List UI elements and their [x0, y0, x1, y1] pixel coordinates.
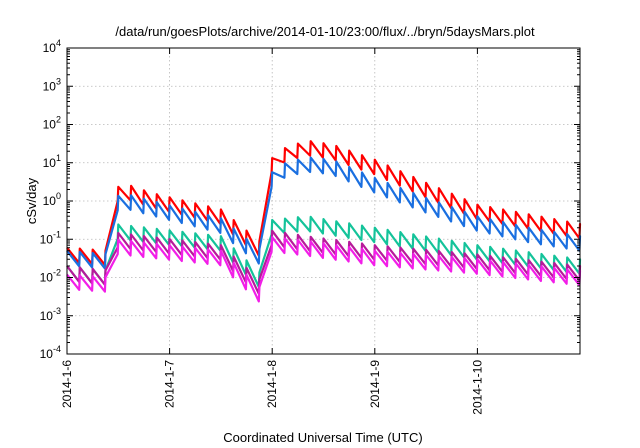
y-tick-label: 101 — [43, 153, 61, 170]
x-tick-label: 2014-1-9 — [368, 360, 382, 408]
y-tick-label: 10-2 — [40, 268, 61, 285]
y-axis-ticks: 10-4 10-3 10-2 10-1 100 101 102 103 104 — [40, 38, 580, 361]
series-line-3 — [66, 215, 582, 288]
x-tick-label: 2014-1-6 — [60, 360, 74, 408]
series-line-2 — [66, 156, 582, 270]
series-line-5 — [66, 236, 582, 303]
series-lines — [66, 140, 582, 303]
x-tick-label: 2014-1-7 — [163, 360, 177, 408]
x-axis-ticks: 2014-1-6 2014-1-7 2014-1-8 2014-1-9 2014-1-1… — [60, 48, 484, 415]
y-axis-label: cSv/day — [24, 177, 39, 224]
y-tick-label: 103 — [43, 76, 61, 93]
x-tick-label: 2014-1-8 — [265, 360, 279, 408]
y-tick-label: 100 — [43, 191, 61, 208]
y-tick-label: 104 — [43, 38, 61, 55]
chart-title: /data/run/goesPlots/archive/2014-01-10/2… — [115, 24, 535, 39]
x-tick-label: 2014-1-10 — [470, 360, 484, 415]
y-tick-label: 10-1 — [40, 229, 61, 246]
y-tick-label: 102 — [43, 115, 61, 132]
y-tick-label: 10-3 — [40, 306, 61, 323]
x-axis-label: Coordinated Universal Time (UTC) — [223, 430, 422, 445]
y-tick-label: 10-4 — [40, 344, 61, 361]
